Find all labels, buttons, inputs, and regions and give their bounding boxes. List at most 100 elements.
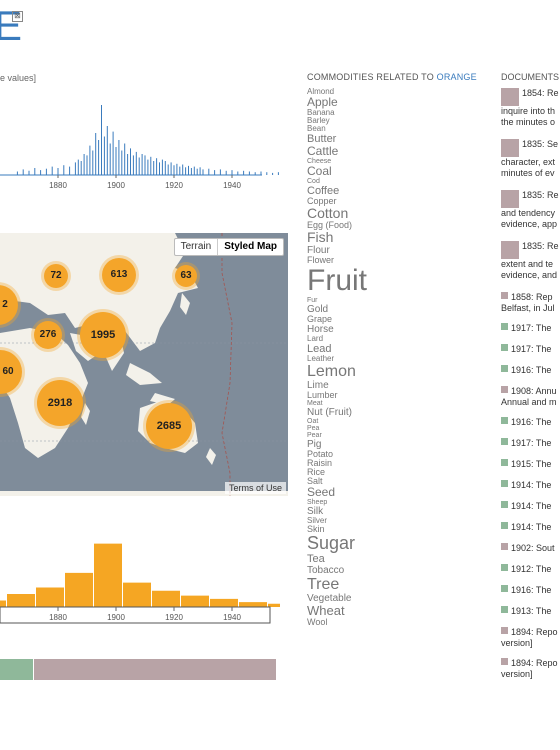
- map-cluster[interactable]: 276: [34, 321, 62, 349]
- commodity-link[interactable]: Cotton: [307, 205, 349, 221]
- map-cluster[interactable]: 1995: [80, 312, 126, 358]
- histogram-bar[interactable]: [7, 594, 35, 607]
- commodity-link[interactable]: Leather: [307, 354, 335, 363]
- histogram-bar[interactable]: [65, 572, 93, 607]
- commodity-link[interactable]: Lemon: [307, 363, 356, 380]
- document-item[interactable]: 1914: The: [501, 522, 560, 533]
- histogram-bar[interactable]: [0, 600, 6, 608]
- commodity-link[interactable]: Gold: [307, 304, 329, 315]
- commodity-link[interactable]: Sugar: [307, 533, 356, 553]
- histogram-bar[interactable]: [36, 587, 64, 608]
- commodity-link[interactable]: Tea: [307, 553, 325, 565]
- styled-map-tab[interactable]: Styled Map: [217, 239, 283, 255]
- document-item[interactable]: 1912: The: [501, 564, 560, 575]
- commodity-link[interactable]: Grape: [307, 314, 333, 324]
- histogram-bar[interactable]: [123, 582, 151, 607]
- commodity-link[interactable]: Raisin: [307, 458, 333, 468]
- document-item[interactable]: 1914: The: [501, 480, 560, 491]
- document-item[interactable]: 1835: Se character, ext minutes of ev: [501, 139, 560, 179]
- commodity-link[interactable]: Banana: [307, 108, 335, 117]
- commodity-link[interactable]: Fur: [307, 297, 318, 304]
- commodity-link[interactable]: Lard: [307, 334, 324, 343]
- document-item[interactable]: 1916: The: [501, 417, 560, 428]
- commodity-link[interactable]: Horse: [307, 324, 334, 335]
- commodity-link[interactable]: Vegetable: [307, 593, 352, 604]
- document-item[interactable]: 1913: The: [501, 606, 560, 617]
- commodity-link[interactable]: Wool: [307, 617, 328, 627]
- commodity-link[interactable]: Lead: [307, 343, 332, 355]
- commodity-link[interactable]: Silver: [307, 516, 328, 525]
- histogram-bar[interactable]: [94, 543, 122, 607]
- map-cluster[interactable]: 2685: [146, 403, 192, 449]
- commodity-link[interactable]: Cheese: [307, 158, 332, 165]
- commodity-link[interactable]: Rice: [307, 467, 326, 477]
- commodity-link[interactable]: Fruit: [307, 264, 367, 297]
- document-item[interactable]: 1914: The: [501, 501, 560, 512]
- terrain-tab[interactable]: Terrain: [180, 241, 212, 252]
- map-cluster[interactable]: 2: [0, 285, 18, 325]
- commodity-link[interactable]: Flower: [307, 255, 335, 265]
- map-cluster[interactable]: 2918: [37, 380, 83, 426]
- commodity-link[interactable]: Coffee: [307, 185, 340, 197]
- commodity-link[interactable]: Pea: [307, 425, 320, 432]
- document-item[interactable]: 1835: Re extent and te evidence, and: [501, 241, 560, 281]
- map-cluster[interactable]: 613: [102, 258, 136, 292]
- document-item[interactable]: 1854: Re inquire into th the minutes o: [501, 88, 560, 128]
- commodity-link[interactable]: Salt: [307, 476, 323, 486]
- commodity-link[interactable]: Lumber: [307, 390, 338, 400]
- histogram-bar[interactable]: [239, 602, 267, 607]
- green-segment[interactable]: [0, 659, 33, 680]
- commodity-link[interactable]: Cattle: [307, 144, 339, 158]
- document-item[interactable]: 1916: The: [501, 365, 560, 376]
- document-item[interactable]: 1915: The: [501, 459, 560, 470]
- histogram-bar[interactable]: [268, 603, 280, 607]
- histogram-chart[interactable]: 1880 1900 1920 1940: [0, 540, 280, 630]
- document-item[interactable]: 1902: Sout: [501, 543, 560, 554]
- selected-commodity[interactable]: ORANGE: [436, 72, 477, 82]
- terms-of-use-link[interactable]: Terms of Use: [224, 482, 286, 494]
- histogram-bar[interactable]: [152, 590, 180, 607]
- mauve-segment[interactable]: [34, 659, 276, 680]
- timeline-chart[interactable]: 1880 1900 1920 1940: [0, 100, 280, 195]
- document-item[interactable]: 1917: The: [501, 438, 560, 449]
- document-item[interactable]: 1917: The: [501, 344, 560, 355]
- commodity-link[interactable]: Potato: [307, 449, 334, 459]
- document-item[interactable]: 1894: Repo version]: [501, 627, 560, 649]
- world-map[interactable]: 2 72 613 63 276 1995 60 2918 2685 Terrai…: [0, 233, 288, 496]
- document-item[interactable]: 1917: The: [501, 323, 560, 334]
- commodity-link[interactable]: Pig: [307, 439, 322, 450]
- commodity-link[interactable]: Tobacco: [307, 565, 345, 576]
- commodity-link[interactable]: Coal: [307, 164, 332, 178]
- map-cluster[interactable]: 63: [175, 265, 197, 287]
- commodity-link[interactable]: Meat: [307, 400, 323, 407]
- histogram-bar[interactable]: [210, 598, 238, 607]
- commodity-link[interactable]: Almond: [307, 87, 335, 96]
- document-item[interactable]: 1916: The: [501, 585, 560, 596]
- commodity-link[interactable]: Fish: [307, 229, 334, 245]
- commodity-link[interactable]: Tree: [307, 576, 340, 593]
- commodity-link[interactable]: Skin: [307, 524, 325, 534]
- commodity-link[interactable]: Sheep: [307, 499, 328, 506]
- commodity-link[interactable]: Copper: [307, 196, 337, 206]
- commodity-link[interactable]: Nut (Fruit): [307, 407, 352, 418]
- commodity-link[interactable]: Oat: [307, 418, 319, 425]
- map-cluster[interactable]: 72: [44, 264, 68, 288]
- document-item[interactable]: 1858: Rep Belfast, in Jul: [501, 292, 560, 314]
- commodity-link[interactable]: Wheat: [307, 603, 345, 618]
- commodity-link[interactable]: Pear: [307, 432, 322, 439]
- commodity-link[interactable]: Egg (Food): [307, 220, 353, 230]
- map-cluster[interactable]: 60: [0, 350, 22, 394]
- document-item[interactable]: 1835: Re and tendency evidence, app: [501, 190, 560, 230]
- commodity-link[interactable]: Seed: [307, 485, 336, 499]
- commodity-link[interactable]: Cod: [307, 178, 320, 185]
- commodity-link[interactable]: Silk: [307, 506, 324, 517]
- commodity-link[interactable]: Apple: [307, 95, 338, 109]
- commodity-link[interactable]: Butter: [307, 133, 337, 145]
- map-type-toggle[interactable]: Terrain Styled Map: [173, 238, 284, 256]
- commodity-link[interactable]: Bean: [307, 124, 326, 133]
- commodity-link[interactable]: Barley: [307, 116, 330, 125]
- histogram-bar[interactable]: [181, 595, 209, 607]
- document-item[interactable]: 1894: Repo version]: [501, 658, 560, 680]
- commodity-link[interactable]: Flour: [307, 245, 330, 256]
- document-item[interactable]: 1908: Annu Annual and m: [501, 386, 560, 408]
